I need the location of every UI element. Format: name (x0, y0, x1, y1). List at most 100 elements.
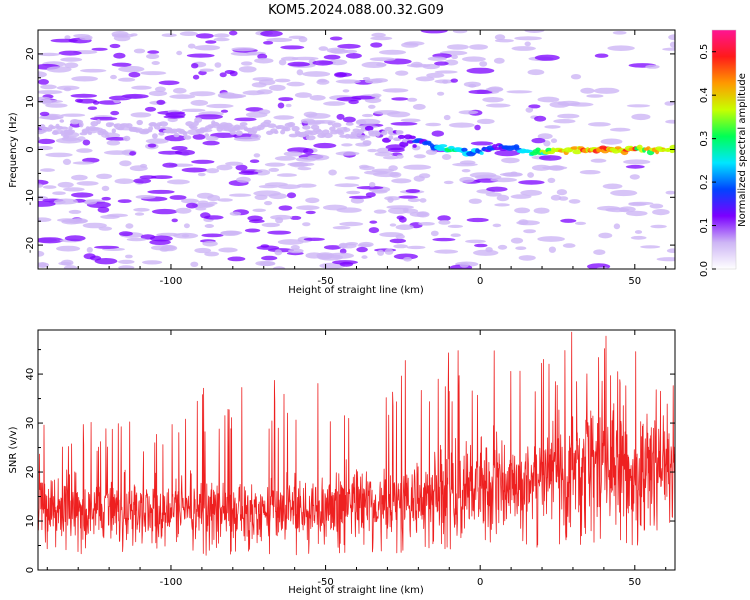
spectrogram-noise-blob (482, 97, 504, 103)
spectrogram-noise-blob (494, 150, 520, 157)
spectrogram-noise-blob (52, 191, 66, 195)
spectrogram-noise-blob (351, 95, 376, 100)
spectrogram-noise-blob (612, 31, 627, 35)
spectrogram-noise-blob (287, 61, 311, 67)
spectrogram-noise-blob (384, 196, 401, 201)
spectrogram-noise-blob (176, 50, 183, 56)
spectrogram-noise-blob (109, 43, 121, 49)
spectrogram-noise-blob (609, 127, 631, 132)
spectrogram-noise-blob (227, 256, 246, 262)
spectrogram-ridge-cell (50, 125, 57, 130)
spectrogram-noise-blob (409, 211, 429, 217)
spectrogram-noise-blob (458, 110, 479, 115)
spectrogram-noise-blob (368, 227, 380, 234)
spectrogram-noise-blob (473, 249, 499, 256)
spectrogram-noise-blob (278, 205, 293, 211)
spectrogram-noise-blob (268, 193, 288, 200)
spectrogram-noise-blob (523, 229, 536, 234)
spectrogram-noise-blob (485, 192, 502, 197)
spectrogram-noise-blob (345, 53, 362, 59)
spectrogram-noise-blob (110, 74, 117, 80)
spectrogram-noise-blob (407, 198, 421, 203)
snr-x-tick-label: 0 (477, 577, 483, 588)
spectrogram-ridge-cell (323, 132, 333, 139)
spectrogram-noise-blob (438, 220, 451, 225)
spectrogram-noise-blob (156, 99, 166, 105)
spectrogram-ridge-cell (273, 130, 279, 134)
spectrogram-noise-blob (580, 87, 595, 94)
spectrogram-ridge-cell (90, 121, 99, 127)
spectrogram-noise-blob (277, 184, 301, 190)
spectrogram-noise-blob (133, 178, 152, 184)
spectrogram-ridge-cell (399, 141, 409, 147)
spectrogram-noise-blob (171, 146, 188, 151)
spectrogram-noise-blob (45, 152, 73, 158)
spectrogram-ridge-cell (479, 151, 484, 155)
spectrogram-noise-blob (82, 139, 91, 146)
spectrogram-noise-blob (434, 61, 449, 66)
spectrogram-noise-blob (390, 122, 418, 126)
spectrogram-noise-blob (668, 34, 675, 41)
snr-panel: -100 -50 0 50 0 10 20 30 40 Height of straight l… (8, 329, 676, 596)
snr-y-tick-label: 20 (25, 466, 36, 479)
spectrogram-noise-blob (283, 151, 303, 157)
snr-series-line (38, 331, 675, 556)
spectrogram-noise-blob (328, 169, 337, 176)
spectrogram-x-tick-label: -100 (160, 276, 183, 287)
spectrogram-noise-blob (229, 70, 238, 77)
spectrogram-noise-blob (118, 265, 135, 269)
spectrogram-noise-blob (213, 33, 230, 38)
snr-y-axis-label: SNR (v/v) (8, 426, 19, 473)
spectrogram-noise-blob (469, 172, 497, 179)
spectrogram-ridge-cell (158, 132, 165, 136)
spectrogram-noise-blob (189, 91, 216, 97)
spectrogram-noise-blob (652, 209, 670, 216)
spectrogram-ridge-cell (237, 125, 246, 130)
spectrogram-noise-blob (119, 160, 132, 167)
spectrogram-noise-blob (418, 173, 431, 179)
spectrogram-noise-blob (98, 226, 113, 231)
spectrogram-noise-blob (121, 93, 149, 99)
spectrogram-noise-blob (336, 207, 362, 213)
spectrogram-noise-blob (263, 41, 274, 45)
spectrogram-noise-blob (365, 192, 376, 198)
spectrogram-ridge-cell (148, 126, 154, 131)
spectrogram-noise-blob (649, 203, 664, 209)
spectrogram-noise-blob (278, 59, 287, 66)
spectrogram-noise-blob (217, 198, 233, 202)
spectrogram-noise-blob (395, 234, 405, 240)
spectrogram-noise-blob (543, 140, 551, 147)
spectrogram-noise-blob (468, 198, 482, 204)
spectrogram-noise-blob (161, 244, 178, 252)
spectrogram-noise-blob (359, 165, 375, 171)
spectrogram-noise-blob (666, 248, 675, 253)
spectrogram-noise-blob (407, 97, 418, 102)
spectrogram-noise-blob (105, 137, 128, 141)
spectrogram-noise-blob (534, 115, 547, 122)
spectrogram-noise-blob (383, 156, 399, 160)
spectrogram-noise-blob (71, 192, 94, 198)
spectrogram-noise-blob (164, 134, 187, 142)
spectrogram-ridge-cell (59, 119, 65, 123)
spectrogram-noise-blob (79, 36, 91, 41)
spectrogram-noise-blob (389, 223, 397, 227)
spectrogram-noise-blob (252, 77, 274, 82)
spectrogram-noise-blob (42, 185, 57, 189)
spectrogram-ridge-cell (158, 121, 169, 127)
spectrogram-noise-blob (343, 49, 358, 54)
spectrogram-noise-blob (499, 172, 523, 177)
spectrogram-noise-blob (496, 194, 510, 202)
spectrogram-noise-blob (38, 183, 44, 188)
spectrogram-noise-blob (273, 115, 295, 120)
spectrogram-noise-blob (281, 56, 299, 61)
spectrogram-noise-blob (378, 49, 407, 55)
snr-x-tick-label: -100 (160, 577, 183, 588)
spectrogram-noise-blob (181, 198, 199, 204)
spectrogram-noise-blob (175, 149, 195, 156)
spectrogram-noise-blob (254, 57, 274, 64)
spectrogram-noise-blob (219, 72, 227, 78)
spectrogram-noise-blob (339, 221, 364, 227)
spectrogram-noise-blob (514, 207, 531, 214)
spectrogram-noise-blob (534, 54, 560, 61)
